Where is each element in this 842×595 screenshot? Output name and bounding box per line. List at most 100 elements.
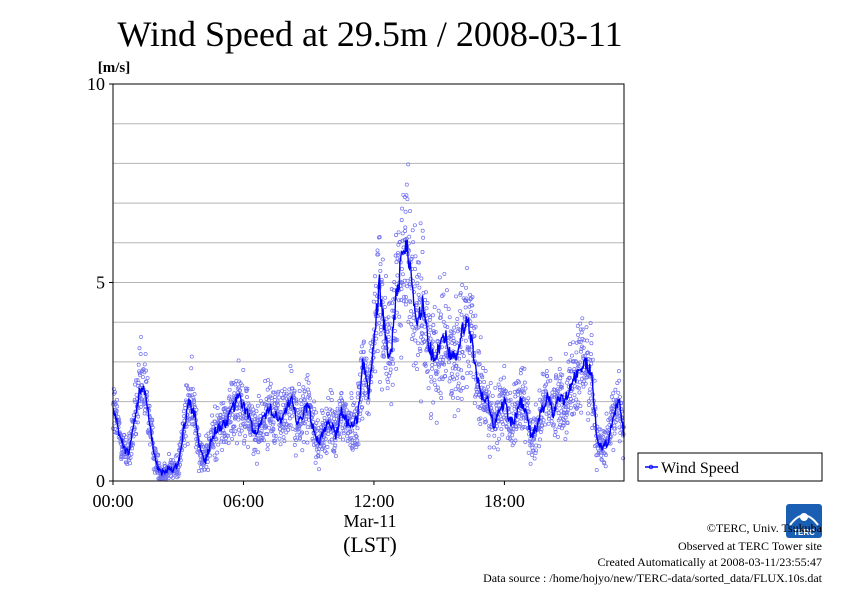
- data-point: [360, 388, 365, 393]
- data-point: [446, 360, 451, 365]
- data-point: [578, 404, 583, 408]
- data-point: [140, 397, 145, 402]
- data-point: [134, 378, 138, 383]
- data-point: [388, 300, 393, 305]
- data-point: [420, 250, 425, 254]
- data-point: [376, 252, 381, 257]
- data-point: [302, 397, 307, 402]
- data-point: [130, 446, 135, 451]
- data-point: [434, 372, 439, 377]
- x-tick-label: 06:00: [223, 491, 264, 511]
- data-point: [111, 386, 116, 391]
- data-point: [210, 413, 215, 418]
- data-point: [417, 346, 422, 351]
- data-point: [544, 389, 549, 394]
- data-point: [315, 443, 320, 448]
- y-tick-label: 5: [96, 273, 105, 293]
- data-point: [575, 405, 580, 410]
- data-point: [214, 437, 219, 441]
- data-point: [363, 390, 368, 395]
- data-point: [441, 357, 446, 362]
- data-point: [227, 387, 232, 392]
- data-point: [352, 401, 357, 405]
- data-point: [441, 319, 446, 324]
- data-point: [383, 295, 388, 300]
- data-point: [388, 370, 393, 375]
- data-point: [129, 452, 134, 457]
- data-point: [447, 315, 452, 320]
- data-point: [270, 401, 275, 406]
- data-point: [460, 350, 465, 354]
- data-point: [472, 334, 477, 339]
- data-point: [358, 408, 363, 413]
- data-point: [144, 379, 149, 384]
- data-point: [295, 432, 300, 437]
- data-point: [391, 361, 396, 366]
- data-point: [233, 413, 238, 418]
- data-point: [541, 389, 546, 394]
- data-point: [471, 375, 476, 379]
- data-point: [502, 389, 507, 394]
- data-point: [416, 272, 421, 277]
- data-point: [425, 301, 430, 305]
- data-point: [404, 193, 409, 198]
- data-point: [589, 333, 594, 338]
- data-point: [301, 385, 306, 390]
- data-point: [611, 448, 616, 453]
- data-point: [316, 454, 321, 459]
- data-point: [128, 461, 133, 466]
- data-point: [572, 411, 577, 416]
- data-point: [472, 401, 477, 406]
- data-point: [361, 349, 366, 354]
- data-point: [538, 397, 543, 402]
- data-point: [321, 445, 326, 450]
- data-point: [338, 402, 342, 407]
- data-point: [499, 427, 504, 432]
- data-point: [320, 411, 325, 415]
- data-point: [417, 260, 421, 265]
- y-axis-unit: [m/s]: [98, 60, 131, 76]
- data-point: [520, 384, 525, 389]
- data-point: [437, 377, 442, 382]
- data-point: [463, 338, 468, 343]
- data-point: [297, 389, 302, 393]
- data-point: [360, 416, 365, 421]
- wind-speed-line: [112, 239, 625, 476]
- data-point: [156, 452, 161, 457]
- data-point: [227, 394, 232, 399]
- data-point: [413, 254, 418, 259]
- data-point: [546, 410, 551, 415]
- data-point: [534, 448, 539, 453]
- data-point: [262, 438, 267, 443]
- data-point: [276, 412, 281, 417]
- data-point: [450, 391, 454, 396]
- data-point: [604, 411, 609, 416]
- data-point: [248, 409, 253, 414]
- data-point: [359, 350, 364, 355]
- data-point: [470, 295, 475, 300]
- data-point: [147, 404, 152, 408]
- data-point: [495, 447, 500, 452]
- data-point: [167, 452, 171, 456]
- data-point: [553, 427, 558, 432]
- data-point: [192, 403, 197, 408]
- data-point: [433, 382, 438, 387]
- data-point: [399, 355, 404, 360]
- data-point: [459, 368, 464, 373]
- data-point: [585, 351, 590, 356]
- data-point: [381, 345, 386, 350]
- data-point: [541, 418, 546, 423]
- data-point: [273, 438, 278, 443]
- data-point: [418, 221, 423, 226]
- data-point: [581, 384, 586, 389]
- data-point: [438, 391, 443, 396]
- data-point: [423, 363, 428, 368]
- data-point: [426, 313, 431, 318]
- data-point: [275, 406, 280, 411]
- data-point: [487, 445, 492, 450]
- data-point: [267, 417, 272, 422]
- data-point: [306, 390, 311, 395]
- data-point: [350, 447, 355, 452]
- data-point: [175, 471, 180, 476]
